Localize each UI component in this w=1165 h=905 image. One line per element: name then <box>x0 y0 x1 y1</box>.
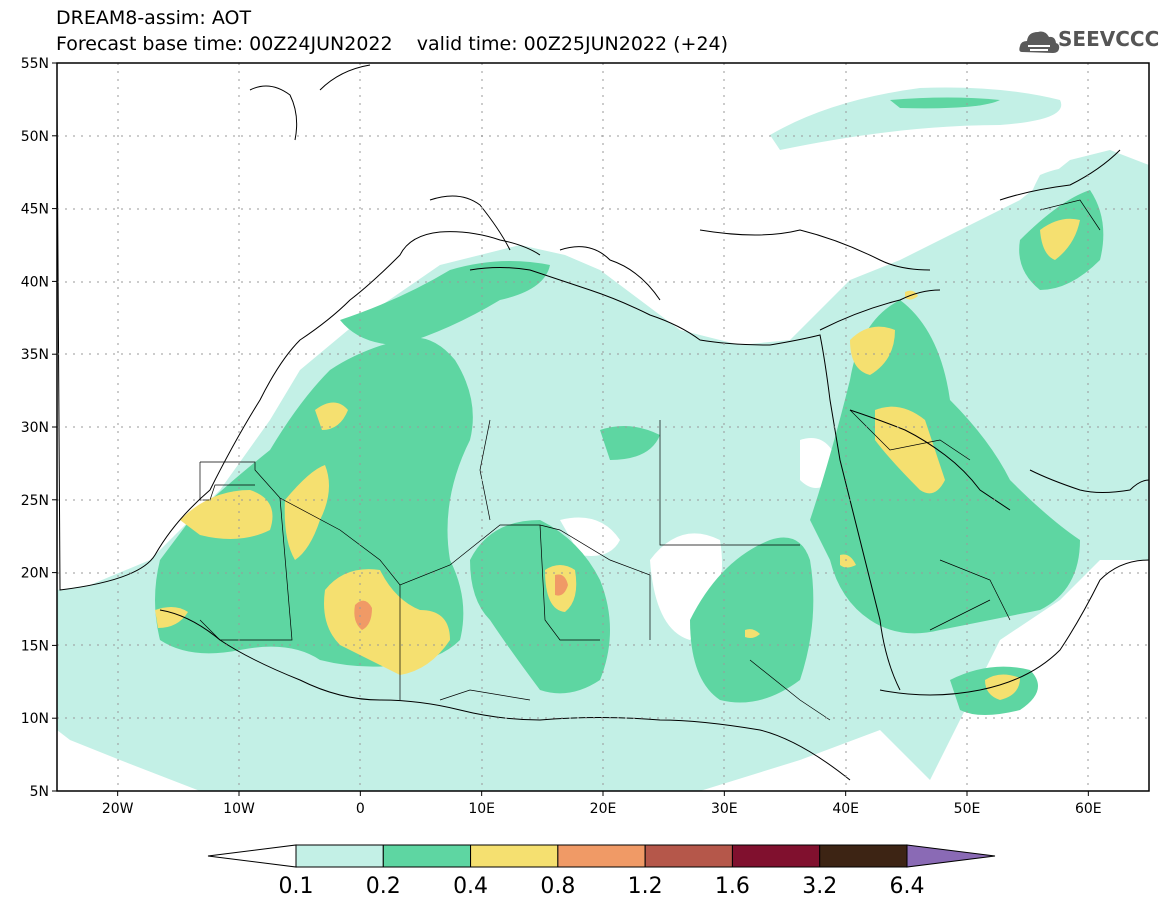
graticule <box>57 63 1149 791</box>
lon-tick-label: 50E <box>954 801 981 817</box>
lat-tick-label: 40N <box>21 274 49 290</box>
axis-ticks: 55N 50N 45N 40N 35N 30N 25N 20N 15N 10N 5N 20W 10W 0 1… <box>21 56 1102 817</box>
forecast-time-label: Forecast base time: 00Z24JUN2022 valid t… <box>56 33 729 55</box>
lon-tick-label: 0 <box>356 801 365 817</box>
logo-text: SEEVCCC <box>1058 27 1160 51</box>
lat-tick-label: 5N <box>30 784 49 800</box>
lon-tick-label: 10E <box>468 801 495 817</box>
lon-tick-label: 20E <box>590 801 617 817</box>
lat-tick-label: 35N <box>21 347 49 363</box>
lon-tick-label: 40E <box>832 801 859 817</box>
aot-contours <box>57 87 1149 791</box>
cloud-logo-icon <box>1019 31 1060 53</box>
lat-tick-label: 50N <box>21 129 49 145</box>
country-borders <box>199 199 1101 721</box>
lat-tick-label: 20N <box>21 566 49 582</box>
lat-tick-label: 10N <box>21 711 49 727</box>
lat-tick-label: 55N <box>21 56 49 72</box>
coastlines <box>57 64 1149 781</box>
aot-level-0.8 <box>354 574 568 630</box>
map-title: DREAM8-assim: AOT <box>56 7 252 29</box>
lon-tick-label: 60E <box>1075 801 1102 817</box>
lat-tick-label: 15N <box>21 638 49 654</box>
lon-tick-label: 20W <box>102 801 134 817</box>
lat-tick-label: 30N <box>21 420 49 436</box>
lat-tick-label: 25N <box>21 493 49 509</box>
lon-tick-label: 10W <box>223 801 255 817</box>
lat-tick-label: 45N <box>21 202 49 218</box>
lon-tick-label: 30E <box>711 801 738 817</box>
